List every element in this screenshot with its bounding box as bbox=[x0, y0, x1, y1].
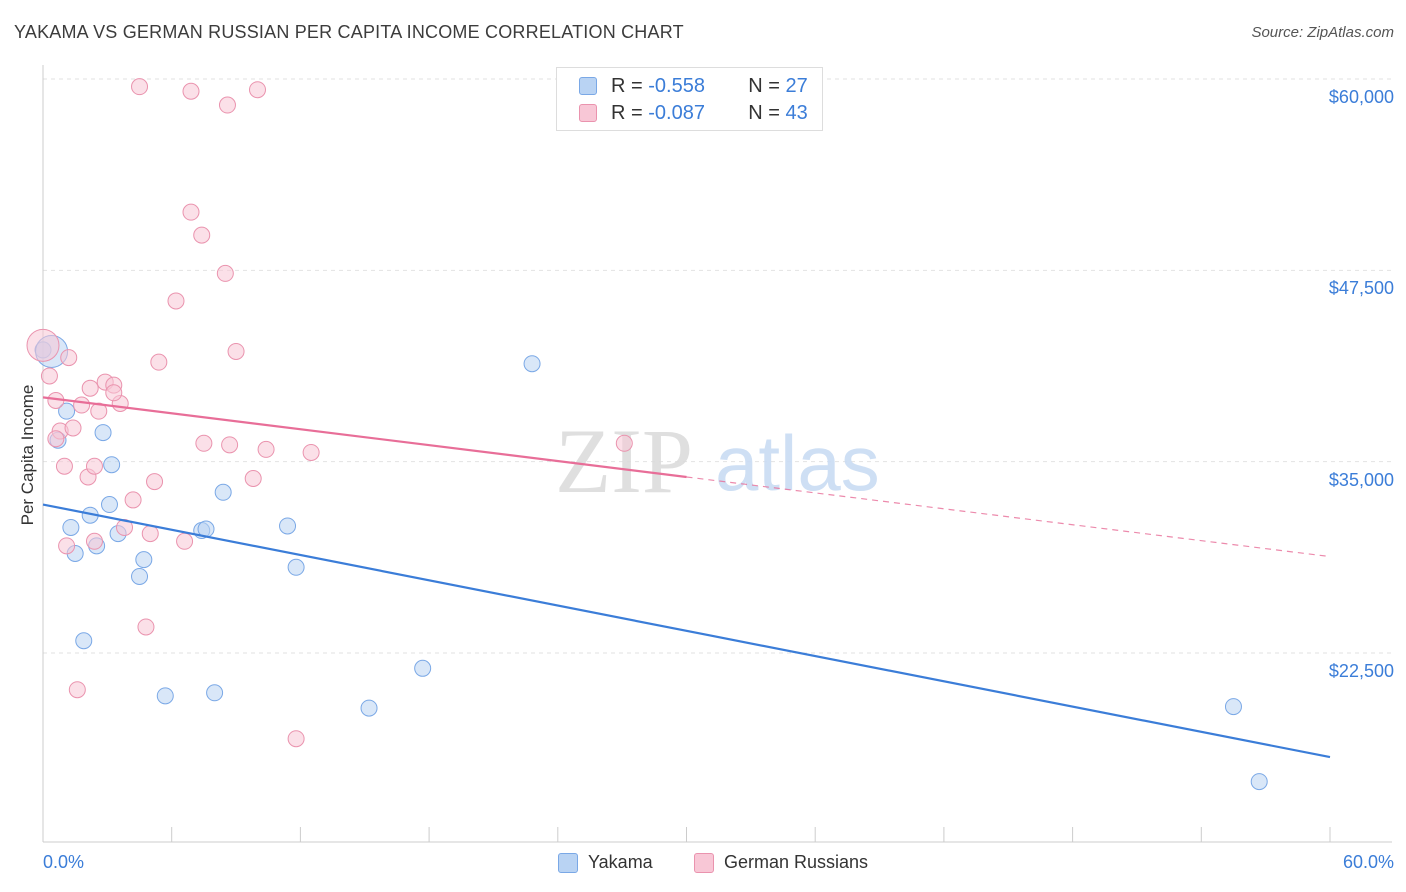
german-russians-point bbox=[182, 82, 200, 100]
yakama-point bbox=[156, 687, 174, 705]
legend-yakama-label: Yakama bbox=[588, 852, 653, 872]
german-russians-point bbox=[137, 618, 155, 636]
x-tick-label-min: 0.0% bbox=[43, 852, 85, 872]
yakama-point bbox=[287, 558, 305, 576]
german-russians-point bbox=[221, 436, 239, 454]
german-russians-point bbox=[68, 681, 86, 699]
german-russians-point bbox=[60, 349, 78, 367]
german-russians-point bbox=[227, 342, 245, 360]
yakama-swatch bbox=[579, 77, 597, 95]
y-tick-label: $60,000 bbox=[1328, 87, 1394, 107]
legend-item-german-russians[interactable]: German Russians bbox=[694, 852, 868, 873]
yakama-point bbox=[360, 699, 378, 717]
legend-german-russians-swatch bbox=[694, 852, 714, 873]
german-russians-point bbox=[146, 473, 164, 491]
stats-row-yakama: R = -0.558 N = 27 bbox=[579, 73, 808, 99]
watermark-zip: ZIP bbox=[555, 410, 693, 512]
y-tick-label: $22,500 bbox=[1328, 661, 1394, 681]
german-russians-point bbox=[150, 353, 168, 371]
yakama-point bbox=[103, 456, 121, 474]
german-russians-point bbox=[249, 81, 266, 99]
german-russians-point bbox=[302, 443, 320, 461]
yakama-point bbox=[94, 424, 112, 442]
german-russians-point bbox=[193, 226, 211, 244]
r-label: R = bbox=[611, 74, 643, 97]
r-label: R = bbox=[611, 101, 643, 124]
data-points bbox=[26, 78, 1268, 791]
german-russians-point bbox=[64, 419, 82, 437]
german-russians-r-value: -0.087 bbox=[648, 101, 705, 124]
yakama-point bbox=[206, 684, 224, 702]
german-russians-point bbox=[131, 78, 149, 96]
trend-lines bbox=[42, 396, 1331, 759]
watermark: ZIP atlas bbox=[555, 410, 880, 512]
german-russians-point bbox=[257, 440, 275, 458]
yakama-trend-line bbox=[42, 503, 1331, 759]
german-russians-swatch bbox=[579, 104, 597, 122]
legend-german-russians-label: German Russians bbox=[724, 852, 869, 872]
german-russians-n-value: 43 bbox=[785, 101, 808, 124]
yakama-point bbox=[135, 551, 153, 569]
legend-item-yakama[interactable]: Yakama bbox=[558, 852, 653, 873]
german-russians-point bbox=[73, 396, 91, 414]
y-tick-label: $35,000 bbox=[1328, 469, 1394, 490]
german-russians-point bbox=[218, 96, 236, 114]
german-russians-point bbox=[81, 379, 99, 397]
german-russians-point bbox=[244, 470, 262, 488]
german-russians-point bbox=[167, 292, 185, 310]
german-russians-point bbox=[287, 730, 305, 748]
yakama-point bbox=[75, 632, 93, 650]
yakama-point bbox=[279, 517, 297, 535]
watermark-atlas: atlas bbox=[715, 419, 880, 507]
german-russians-point bbox=[195, 434, 213, 452]
german-russians-point bbox=[141, 525, 159, 543]
legend-yakama-swatch bbox=[558, 852, 578, 873]
y-tick-label: $47,500 bbox=[1328, 278, 1394, 299]
german-russians-point bbox=[85, 457, 103, 475]
yakama-point bbox=[62, 518, 80, 536]
german-russians-trend-line bbox=[42, 396, 687, 479]
y-axis-label: Per Capita Income bbox=[18, 384, 37, 526]
german-russians-point bbox=[176, 532, 194, 550]
source-label: Source: ZipAtlas.com bbox=[1251, 24, 1394, 41]
n-label: N = bbox=[748, 74, 780, 97]
german-russians-point bbox=[40, 367, 58, 385]
german-russians-point bbox=[47, 430, 65, 448]
german-russians-point bbox=[58, 537, 76, 555]
stats-row-german-russians: R = -0.087 N = 43 bbox=[579, 100, 808, 126]
german-russians-point bbox=[55, 457, 73, 475]
gridlines bbox=[43, 78, 1392, 654]
german-russians-point bbox=[124, 491, 142, 509]
german-russians-point bbox=[182, 203, 200, 221]
yakama-point bbox=[1224, 698, 1242, 716]
chart-title: YAKAMA VS GERMAN RUSSIAN PER CAPITA INCO… bbox=[14, 22, 684, 42]
yakama-point bbox=[58, 402, 76, 420]
german-russians-point bbox=[216, 264, 234, 282]
yakama-point bbox=[414, 659, 432, 677]
german-russians-point bbox=[26, 328, 60, 362]
yakama-point bbox=[100, 496, 118, 514]
german-russians-point bbox=[85, 532, 103, 550]
yakama-r-value: -0.558 bbox=[648, 74, 705, 97]
x-tick-label-max: 60.0% bbox=[1342, 852, 1394, 872]
yakama-point bbox=[523, 355, 541, 373]
german-russians-point bbox=[105, 384, 123, 402]
yakama-point bbox=[214, 483, 232, 501]
n-label: N = bbox=[748, 101, 780, 124]
correlation-stats-box: R = -0.558 N = 27 R = -0.087 N = 43 bbox=[556, 67, 823, 131]
yakama-point bbox=[131, 567, 149, 585]
german-russians-trend-extension bbox=[686, 476, 1331, 558]
axes bbox=[42, 65, 1392, 843]
yakama-point bbox=[1250, 773, 1268, 791]
yakama-n-value: 27 bbox=[785, 74, 808, 97]
german-russians-point bbox=[615, 434, 633, 452]
german-russians-point bbox=[90, 402, 108, 420]
